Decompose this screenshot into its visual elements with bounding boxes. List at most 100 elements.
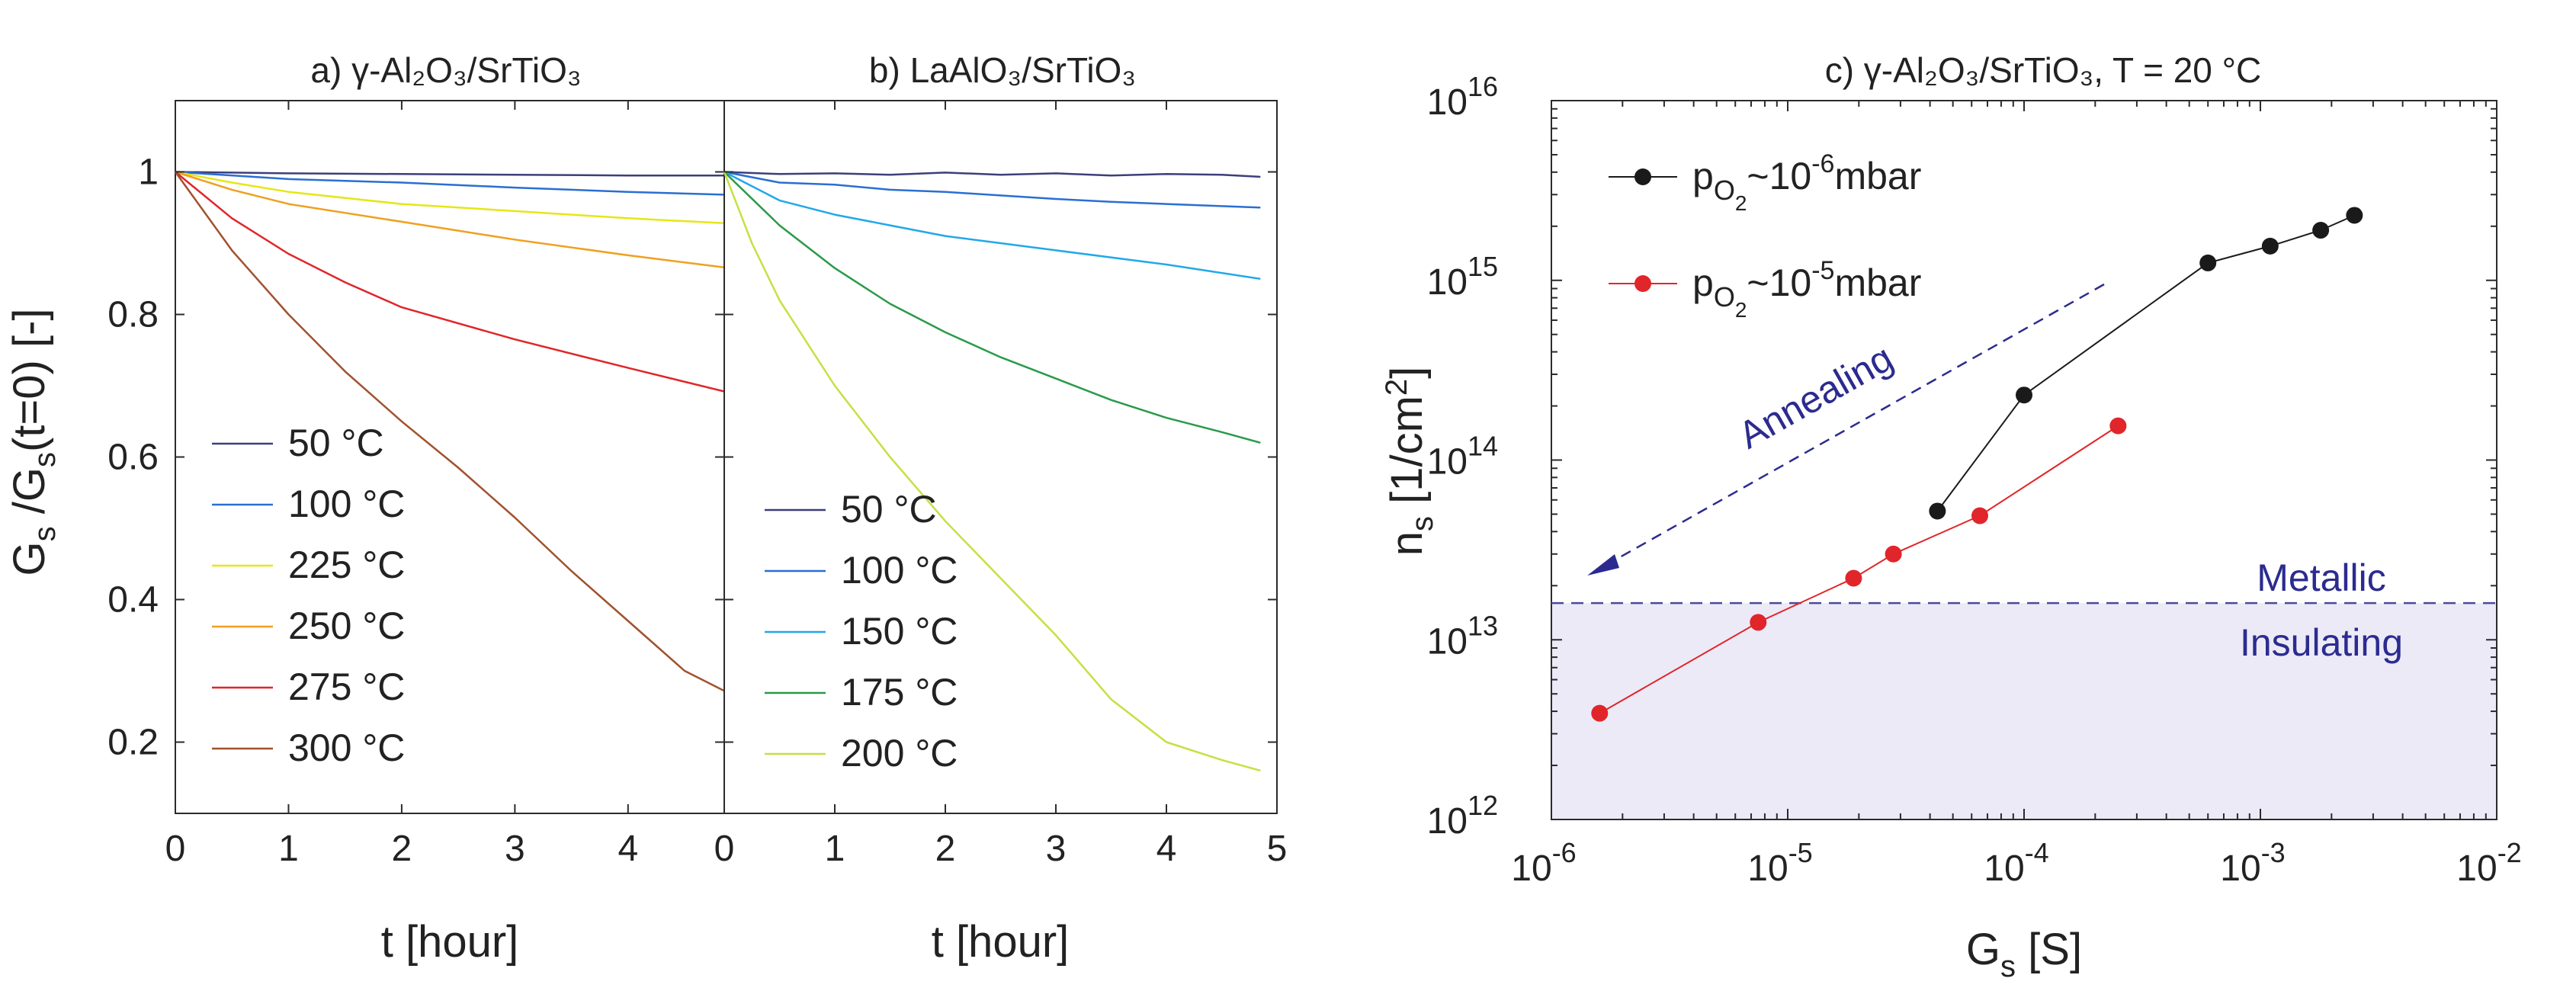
panel-b-chart: 0 1 2 3 4 5 50 °C 100 °C 150 °C 175 °C 200 °C t [… bbox=[714, 100, 1288, 967]
legend-subscript: O bbox=[1714, 281, 1735, 313]
c-series-0-point bbox=[2261, 237, 2279, 255]
xlabel-subscript: s bbox=[2000, 950, 2016, 983]
a-ytick-label: 1 bbox=[138, 152, 159, 193]
b-legend-label-1: 100 °C bbox=[841, 549, 958, 592]
panel-b-xlabel: t [hour] bbox=[932, 917, 1070, 967]
xlabel-segment: [S] bbox=[2016, 925, 2082, 974]
a-xtick-label: 4 bbox=[618, 829, 638, 869]
a-series-line-5 bbox=[174, 171, 725, 692]
tick-exponent: 16 bbox=[1468, 71, 1498, 102]
tick-exponent: -2 bbox=[2497, 837, 2522, 868]
legend-superscript: -6 bbox=[1811, 149, 1834, 178]
b-xtick-label: 5 bbox=[1267, 829, 1288, 869]
b-legend-label-2: 150 °C bbox=[841, 610, 958, 653]
a-ytick-label: 0.2 bbox=[107, 723, 159, 763]
a-series-line-4 bbox=[175, 171, 725, 393]
legend-text-segment: mbar bbox=[1834, 261, 1921, 304]
tick-exponent: -6 bbox=[1552, 837, 1577, 868]
ylabel-subscript: s bbox=[28, 526, 62, 541]
tick-base: 10 bbox=[1984, 848, 2024, 889]
c-xtick-label: 10-3 bbox=[2220, 837, 2285, 889]
c-series-0-point bbox=[2016, 386, 2032, 404]
b-series-line-4 bbox=[723, 172, 1261, 772]
b-legend-label-0: 50 °C bbox=[841, 488, 937, 531]
c-xtick-label: 10-6 bbox=[1511, 837, 1576, 889]
legend-text-segment: ~10 bbox=[1747, 155, 1811, 197]
metallic-label: Metallic bbox=[2257, 556, 2385, 599]
legend-superscript: -5 bbox=[1811, 256, 1834, 285]
ylabel-segment: n bbox=[1382, 531, 1432, 556]
c-ytick-label: 1012 bbox=[1427, 790, 1498, 842]
tick-exponent: -5 bbox=[1788, 837, 1813, 868]
a-ytick-label: 0.6 bbox=[107, 438, 159, 478]
ylabel-superscript: 2 bbox=[1380, 379, 1413, 396]
c-series-1-point bbox=[1971, 507, 1989, 524]
b-legend-label-4: 200 °C bbox=[841, 732, 958, 775]
legend-subscript: 2 bbox=[1735, 191, 1747, 215]
c-series-line-1 bbox=[1599, 425, 2119, 714]
ylabel-segment: [1/cm bbox=[1382, 396, 1432, 516]
panel-a-title: a) γ-Al₂O₃/SrTiO₃ bbox=[310, 50, 581, 90]
tick-base: 10 bbox=[1427, 262, 1468, 303]
panel-a-chart: 0 1 2 3 4 0.2 0.4 0.6 0.8 1 50 °C 100 °C 225 °C 250 … bbox=[107, 100, 725, 967]
a-xtick-label: 3 bbox=[505, 829, 525, 869]
legend-text-segment: p bbox=[1692, 261, 1714, 304]
a-legend-label-5: 300 °C bbox=[288, 726, 405, 769]
legend-text-segment: ~10 bbox=[1747, 261, 1811, 304]
b-xtick-label: 0 bbox=[714, 829, 735, 869]
a-legend-label-1: 100 °C bbox=[288, 483, 405, 525]
c-legend-label-1: pO2~10-5mbar bbox=[1692, 256, 1921, 322]
c-xtick-label: 10-4 bbox=[1984, 837, 2048, 889]
tick-base: 10 bbox=[1427, 82, 1468, 123]
c-ytick-label: 1015 bbox=[1427, 251, 1498, 303]
b-legend-label-3: 175 °C bbox=[841, 671, 958, 714]
a-legend-label-4: 275 °C bbox=[288, 665, 405, 708]
c-series-0-point bbox=[2346, 207, 2363, 224]
b-series-line-3 bbox=[723, 171, 1261, 444]
b-xtick-label: 2 bbox=[935, 829, 956, 869]
a-series-line-1 bbox=[175, 171, 725, 196]
c-series-1-point bbox=[2109, 417, 2127, 435]
c-xtick-label: 10-5 bbox=[1747, 837, 1812, 889]
tick-base: 10 bbox=[1427, 442, 1468, 483]
b-series-line-1 bbox=[723, 171, 1261, 209]
ylabel-segment: G bbox=[5, 541, 54, 576]
panel-c-title: c) γ-Al₂O₃/SrTiO₃, T = 20 °C bbox=[1825, 50, 2262, 90]
tick-base: 10 bbox=[1747, 848, 1788, 889]
b-series-line-2 bbox=[723, 171, 1261, 281]
a-xtick-label: 0 bbox=[165, 829, 186, 869]
tick-base: 10 bbox=[1511, 848, 1551, 889]
tick-exponent: 15 bbox=[1468, 251, 1498, 282]
a-series-line-0 bbox=[175, 171, 724, 177]
c-series-1-point bbox=[1845, 569, 1862, 587]
tick-exponent: 13 bbox=[1468, 610, 1498, 641]
c-legend-marker-0 bbox=[1634, 168, 1651, 185]
a-legend-label-3: 250 °C bbox=[288, 605, 405, 647]
c-series-1-point bbox=[1591, 704, 1609, 722]
a-ytick-label: 0.4 bbox=[107, 580, 159, 621]
a-legend-label-2: 225 °C bbox=[288, 544, 405, 586]
a-series-line-3 bbox=[175, 171, 725, 269]
b-series-line-0 bbox=[723, 171, 1261, 178]
tick-base: 10 bbox=[1427, 801, 1468, 842]
tick-exponent: -4 bbox=[2025, 837, 2049, 868]
panel-b-title: b) LaAlO₃/SrTiO₃ bbox=[869, 50, 1136, 90]
legend-subscript: 2 bbox=[1735, 298, 1747, 322]
c-legend-marker-1 bbox=[1634, 275, 1651, 292]
b-xtick-label: 4 bbox=[1156, 829, 1177, 869]
insulating-label: Insulating bbox=[2240, 621, 2403, 664]
panel-c-xlabel: Gs [S] bbox=[1966, 925, 2082, 983]
a-xtick-label: 2 bbox=[392, 829, 412, 869]
ylabel-subscript: s bbox=[28, 452, 62, 467]
ylabel-subscript: s bbox=[1406, 516, 1439, 531]
b-xtick-label: 3 bbox=[1046, 829, 1067, 869]
tick-exponent: 12 bbox=[1468, 790, 1498, 821]
arrow-head-icon bbox=[1587, 554, 1619, 576]
ylabel-segment: (t=0) [-] bbox=[5, 309, 54, 453]
c-ytick-label: 1016 bbox=[1427, 71, 1498, 123]
c-series-1-point bbox=[1885, 545, 1902, 563]
tick-base: 10 bbox=[1427, 621, 1468, 662]
a-xtick-label: 1 bbox=[278, 829, 299, 869]
legend-text-segment: p bbox=[1692, 155, 1714, 197]
